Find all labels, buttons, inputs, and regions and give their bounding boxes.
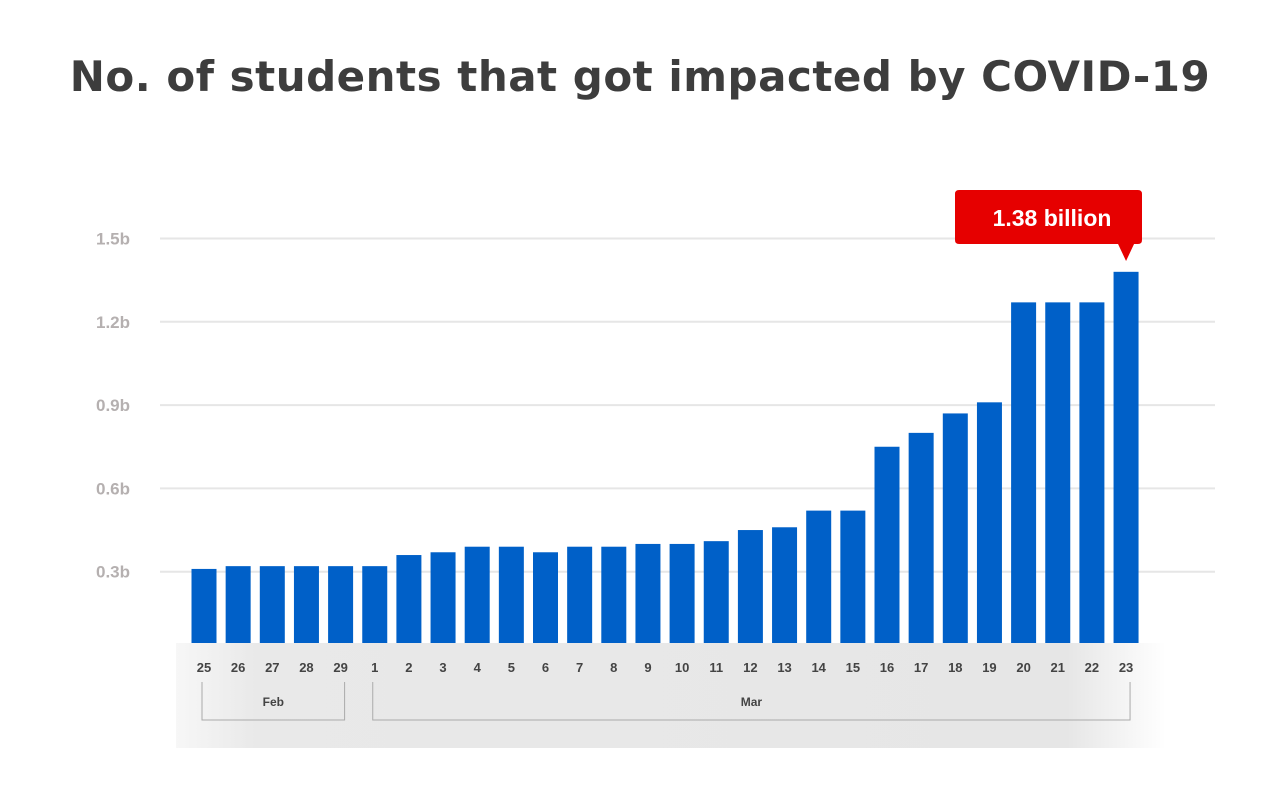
y-tick-label: 1.2b [96, 313, 130, 332]
bar [464, 546, 490, 643]
chart-title: No. of students that got impacted by COV… [69, 52, 1211, 101]
x-tick-label: 28 [299, 660, 313, 675]
x-tick-label: 10 [675, 660, 689, 675]
bar [362, 566, 388, 643]
bar [498, 546, 524, 643]
x-tick-label: 11 [709, 660, 723, 675]
bar [259, 566, 285, 643]
x-tick-label: 9 [644, 660, 651, 675]
x-tick-label: 22 [1085, 660, 1099, 675]
x-tick-label: 12 [743, 660, 757, 675]
x-tick-label: 3 [439, 660, 446, 675]
x-tick-label: 8 [610, 660, 617, 675]
x-axis: 25 26 27 28 29 1 2 3 4 5 6 7 8 9 10 11 12 13 14 15 16 17 18 19 2… [197, 660, 1134, 675]
y-axis: 0.3b 0.6b 0.9b 1.2b 1.5b [96, 230, 130, 582]
bar [703, 541, 729, 643]
bar [601, 546, 627, 643]
bar [635, 543, 661, 643]
callout-box [955, 190, 1142, 261]
month-bracket [201, 682, 346, 721]
bar [533, 552, 558, 643]
bar [191, 568, 217, 643]
y-tick-label: 0.6b [96, 479, 130, 498]
y-tick-label: 0.9b [96, 396, 130, 415]
bars [191, 271, 1139, 643]
bar [908, 432, 934, 643]
bar [806, 510, 832, 643]
callout-label: 1.38 billion [993, 205, 1112, 231]
x-tick-label: 19 [982, 660, 996, 675]
x-tick-label: 15 [846, 660, 860, 675]
bar [1113, 271, 1139, 643]
bar [840, 510, 866, 643]
bar [328, 566, 354, 643]
x-tick-label: 1 [371, 660, 378, 675]
value-callout: 1.38 billion [955, 190, 1142, 261]
x-tick-label: 5 [508, 660, 515, 675]
bar [430, 552, 456, 643]
y-tick-label: 0.3b [96, 563, 130, 582]
month-bracket [372, 682, 1131, 721]
x-axis-band [176, 643, 1166, 748]
x-tick-label: 17 [914, 660, 928, 675]
x-tick-label: 2 [405, 660, 412, 675]
bar [1079, 302, 1105, 643]
bar [669, 543, 695, 643]
bar [942, 413, 968, 643]
bar [567, 546, 593, 643]
bar [396, 555, 422, 643]
bar [1045, 302, 1071, 643]
x-tick-label: 26 [231, 660, 245, 675]
x-tick-label: 25 [197, 660, 211, 675]
bar [225, 566, 251, 643]
bar [772, 527, 798, 643]
x-tick-label: 4 [474, 660, 482, 675]
bar [737, 530, 763, 643]
y-tick-label: 1.5b [96, 230, 130, 249]
x-tick-label: 29 [333, 660, 347, 675]
x-tick-label: 7 [576, 660, 583, 675]
x-tick-label: 13 [777, 660, 791, 675]
bar [976, 402, 1002, 643]
x-tick-label: 6 [542, 660, 549, 675]
x-tick-label: 20 [1016, 660, 1030, 675]
x-tick-label: 27 [265, 660, 279, 675]
x-tick-label: 23 [1119, 660, 1133, 675]
x-tick-label: 18 [948, 660, 962, 675]
bar [1011, 302, 1037, 643]
x-tick-label: 14 [811, 660, 826, 675]
bar [293, 566, 319, 643]
month-groups: Feb Mar [201, 682, 1131, 721]
bar [874, 446, 900, 643]
month-label: Feb [263, 695, 284, 709]
x-tick-label: 16 [880, 660, 894, 675]
month-label: Mar [741, 695, 763, 709]
x-tick-label: 21 [1051, 660, 1065, 675]
